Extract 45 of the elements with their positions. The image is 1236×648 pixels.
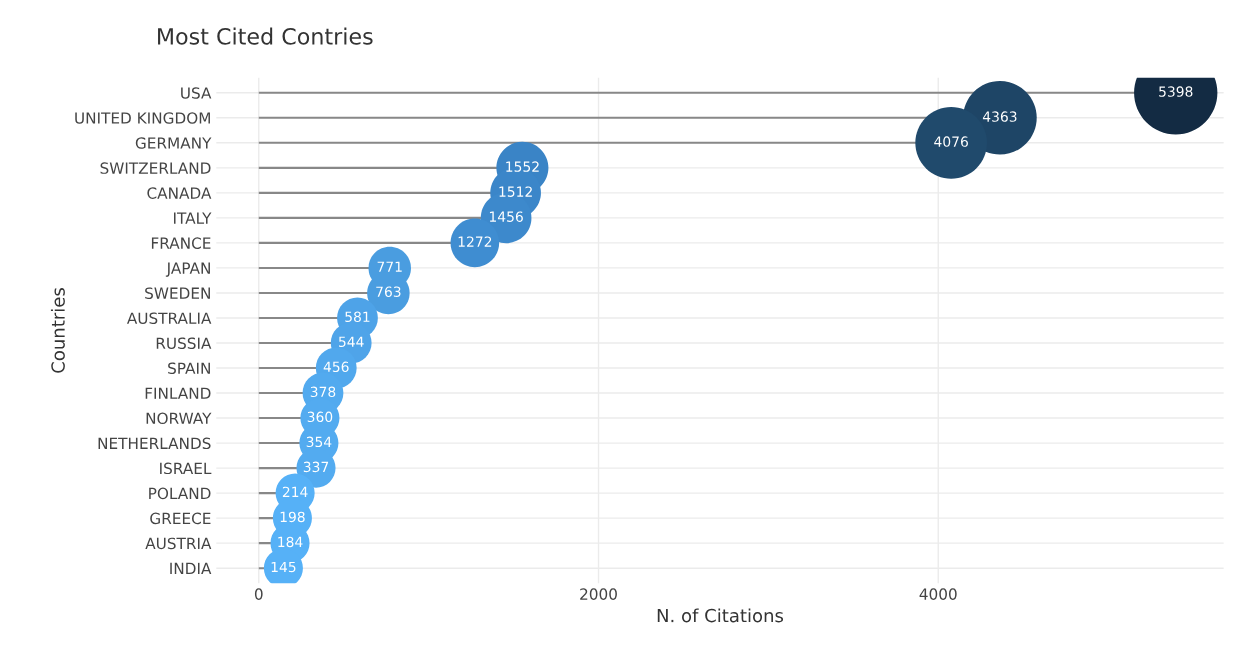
x-tick-label: 2000 — [580, 588, 617, 600]
y-tick-label: FRANCE — [151, 237, 211, 249]
data-label: 1552 — [506, 161, 539, 172]
data-label: 354 — [306, 436, 332, 448]
y-tick-label: USA — [181, 87, 212, 99]
data-label: 337 — [303, 461, 329, 473]
y-tick-label: SPAIN — [168, 362, 210, 375]
x-tick-label: 0 — [254, 588, 263, 600]
y-tick-label: ITALY — [174, 212, 212, 224]
y-tick-label: JAPAN — [165, 262, 210, 277]
y-tick-label: AUSTRIA — [145, 537, 212, 550]
y-tick-label: NETHERLANDS — [98, 437, 211, 450]
y-tick-label: ISRAEL — [160, 462, 212, 475]
data-label: 581 — [345, 311, 370, 322]
data-label: 763 — [376, 286, 401, 297]
y-tick-label: SWITZERLAND — [100, 162, 211, 174]
y-tick-label: FINLAND — [145, 387, 211, 399]
y-tick-label: UNITED KINGDOM — [75, 112, 210, 124]
data-label: 145 — [271, 561, 296, 573]
y-axis-title: Countries — [50, 288, 65, 373]
y-tick-label: AUSTRALIA — [126, 312, 212, 324]
x-tick-label: 4000 — [919, 588, 957, 600]
data-label: 214 — [282, 486, 308, 497]
y-tick-label: GERMANY — [135, 137, 212, 149]
y-tick-label: POLAND — [149, 487, 211, 500]
data-label: 184 — [278, 536, 303, 548]
chart-title: Most Cited Contries — [158, 27, 373, 45]
y-tick-label: SWEDEN — [145, 287, 210, 299]
y-tick-label: RUSSIA — [156, 337, 212, 350]
data-label: 544 — [339, 336, 364, 348]
data-label: 456 — [323, 361, 349, 373]
y-tick-label: INDIA — [170, 562, 212, 574]
data-label: 198 — [280, 511, 305, 523]
data-label: 771 — [377, 261, 402, 272]
data-label: 378 — [310, 386, 336, 398]
data-label: 1512 — [499, 186, 532, 197]
data-label: 1456 — [489, 211, 523, 222]
data-label: 4363 — [982, 111, 1017, 122]
data-label: 360 — [307, 411, 333, 423]
data-label: 4076 — [934, 136, 968, 147]
data-label: 1272 — [458, 236, 492, 247]
y-tick-label: CANADA — [147, 187, 212, 199]
y-tick-label: GREECE — [150, 512, 211, 525]
x-axis-title: N. of Citations — [657, 608, 784, 623]
y-tick-label: NORWAY — [146, 412, 212, 425]
